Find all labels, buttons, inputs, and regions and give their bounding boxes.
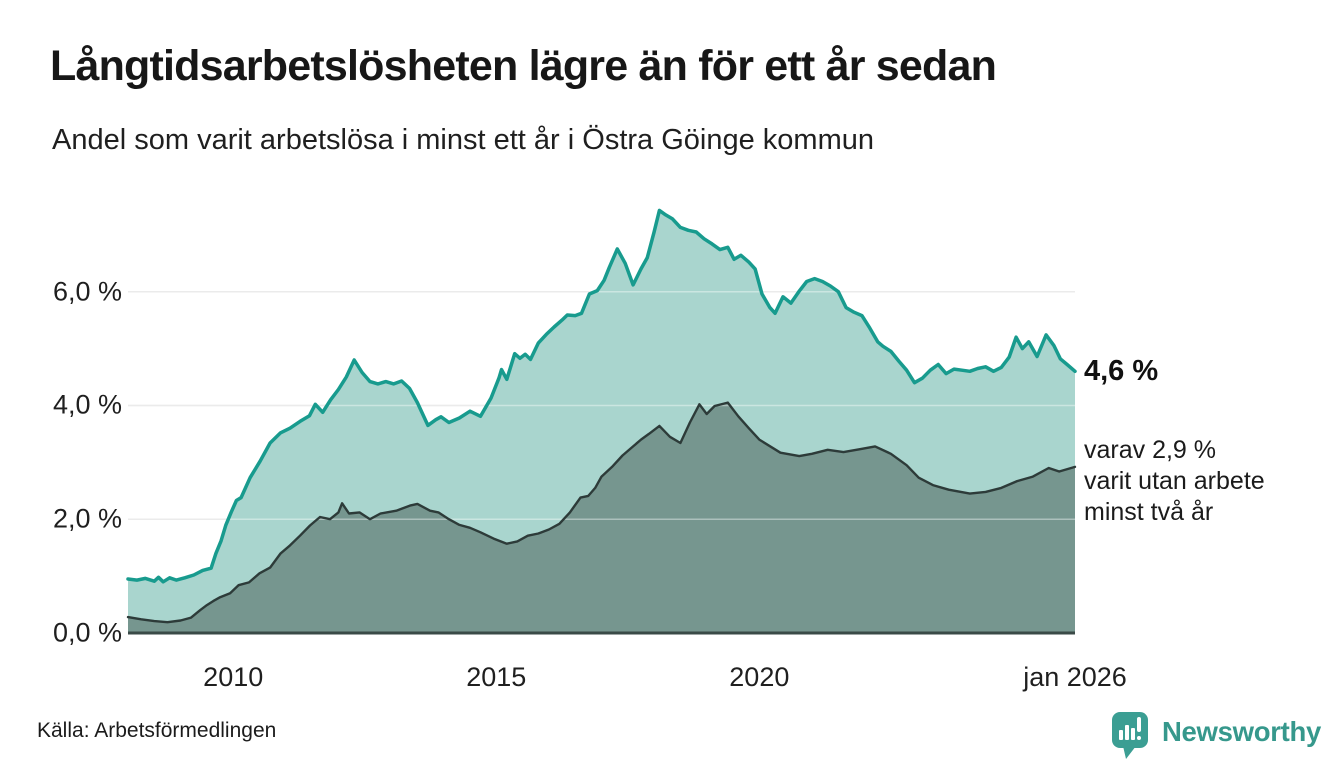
source-credit: Källa: Arbetsförmedlingen: [37, 719, 277, 742]
newsworthy-wordmark: Newsworthy: [1162, 716, 1321, 747]
detail-annotation-line: minst två år: [1084, 498, 1214, 526]
x-axis-label: jan 2026: [1023, 662, 1127, 692]
detail-annotation-line: varav 2,9 %: [1084, 436, 1217, 464]
x-axis-label: 2015: [466, 662, 527, 692]
chart-subtitle: Andel som varit arbetslösa i minst ett å…: [52, 124, 874, 156]
detail-annotation: varav 2,9 % varit utan arbete minst två …: [1084, 435, 1265, 528]
page-title: Långtidsarbetslösheten lägre än för ett …: [50, 42, 997, 90]
y-axis-label: 0,0 %: [52, 617, 122, 648]
x-axis-label: 2020: [729, 662, 790, 692]
x-axis-label: 2010: [203, 662, 264, 692]
y-axis-label: 4,0 %: [52, 389, 122, 420]
newsworthy-logo-icon: [1112, 712, 1148, 759]
detail-annotation-line: varit utan arbete: [1084, 467, 1265, 495]
series-line: [126, 208, 1077, 584]
end-value-annotation: 4,6 %: [1084, 355, 1159, 387]
y-axis-label: 2,0 %: [52, 503, 122, 534]
newsworthy-logo: Newsworthy: [1106, 709, 1321, 761]
series-line: [126, 401, 1077, 624]
area-fill: [128, 402, 1075, 633]
y-axis-label: 6,0 %: [52, 276, 122, 307]
